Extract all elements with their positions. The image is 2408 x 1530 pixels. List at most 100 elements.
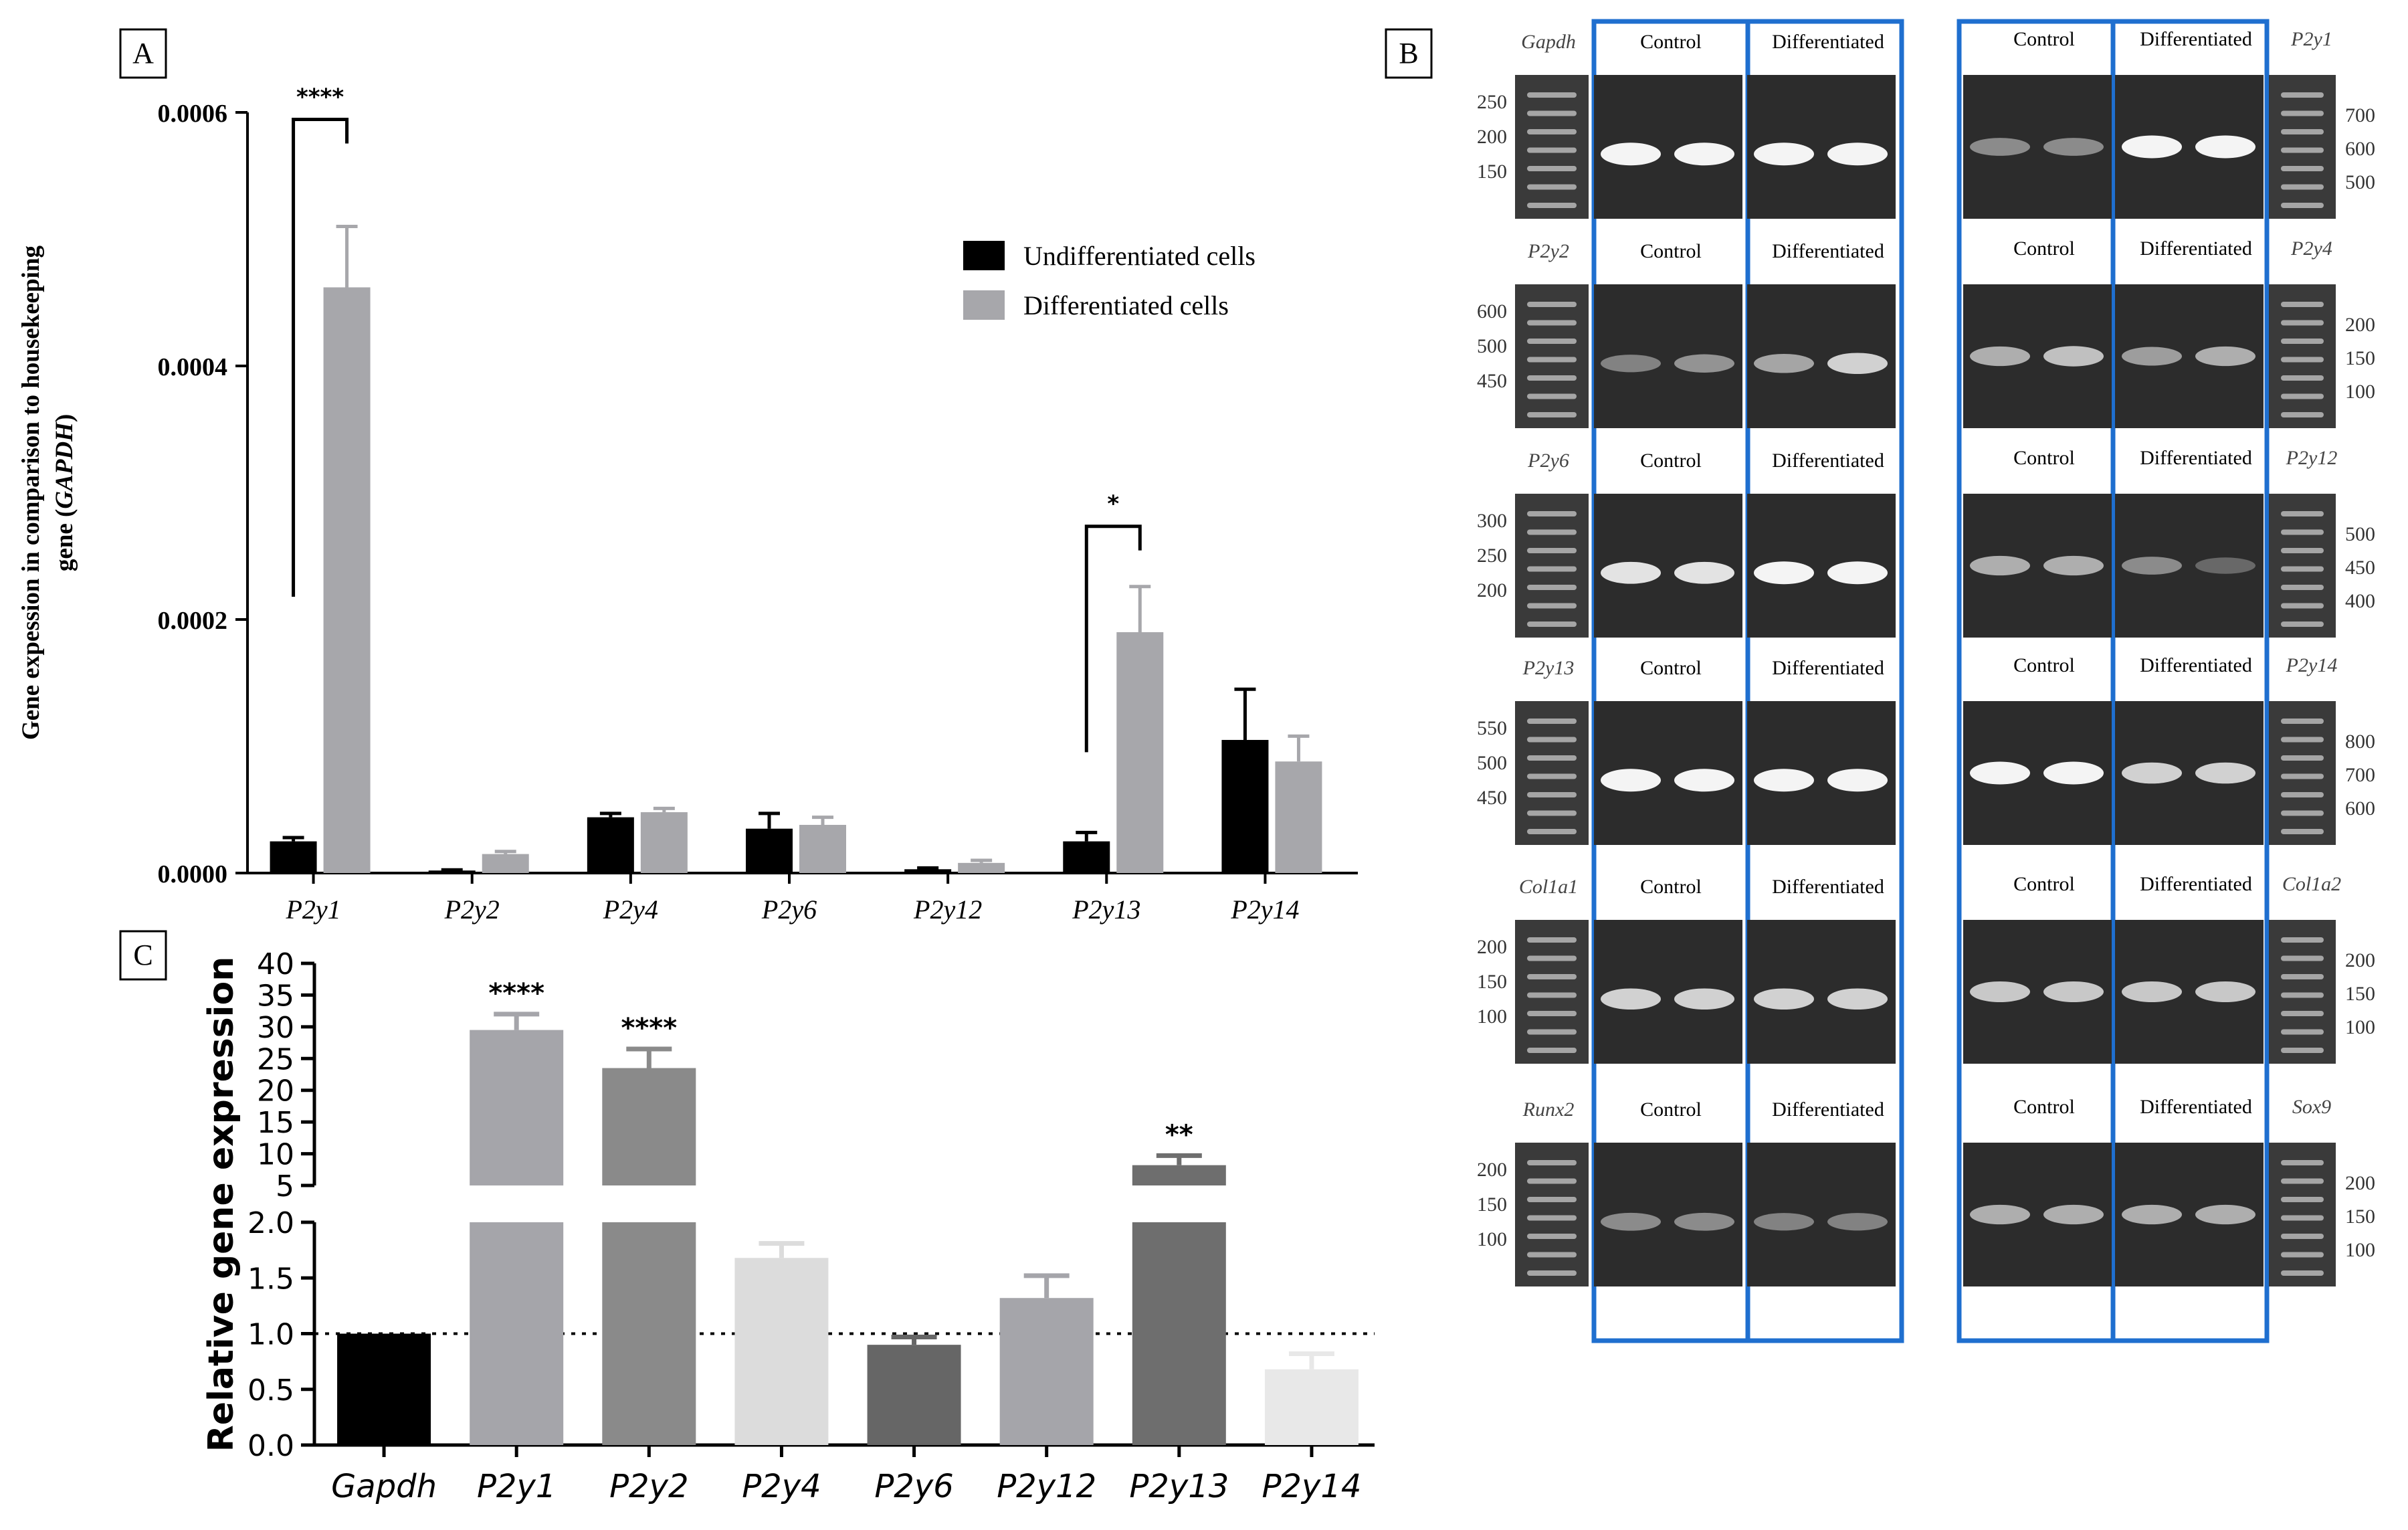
b-control-label: Control xyxy=(2013,654,2075,676)
a-y-tick-label: 0.0002 xyxy=(158,607,228,635)
gel-ladder-band xyxy=(2281,110,2324,116)
b-marker-label: 600 xyxy=(2345,138,2375,160)
b-marker-label: 200 xyxy=(2345,949,2375,971)
a-legend-label: Undifferentiated cells xyxy=(1023,241,1256,271)
b-marker-label: 100 xyxy=(1477,1228,1507,1250)
gel-band xyxy=(1970,1204,2030,1225)
a-bar-diff xyxy=(1275,761,1322,873)
c-significance-label: **** xyxy=(621,1013,677,1044)
gel-ladder-lane xyxy=(2269,75,2336,219)
b-gene-label: P2y12 xyxy=(2286,447,2338,469)
gel-band xyxy=(1970,761,2030,785)
gel-band xyxy=(1754,561,1814,585)
b-control-label: Control xyxy=(2013,28,2075,50)
c-y-tick-label: 1.5 xyxy=(247,1262,294,1296)
gel-ladder-lane xyxy=(2269,494,2336,638)
gel-ladder-band xyxy=(1527,755,1577,761)
b-gene-label: Runx2 xyxy=(1522,1098,1575,1121)
gel-ladder-band xyxy=(1527,1048,1577,1053)
b-marker-label: 500 xyxy=(2345,523,2375,545)
b-differentiated-label: Differentiated xyxy=(1772,240,1884,262)
c-y-tick-label: 30 xyxy=(257,1011,294,1045)
b-marker-label: 450 xyxy=(2345,557,2375,579)
gel-band xyxy=(1674,1212,1734,1231)
b-gene-label: P2y4 xyxy=(2290,237,2332,260)
gel-band xyxy=(1827,561,1888,585)
b-marker-label: 200 xyxy=(2345,1172,2375,1194)
a-significance-bracket xyxy=(292,118,349,597)
c-y-tick-label: 35 xyxy=(257,979,294,1013)
c-bar-lower-segment xyxy=(602,1222,696,1445)
gel-ladder-lane xyxy=(1515,1143,1589,1286)
gel-ladder-band xyxy=(1527,829,1577,834)
gel-ladder-band xyxy=(1527,937,1577,943)
c-y-tick-label: 25 xyxy=(257,1042,294,1076)
a-y-label-line1: Gene expession in comparison to housekee… xyxy=(17,245,45,740)
gel-ladder-band xyxy=(1527,1178,1577,1184)
b-marker-label: 500 xyxy=(1477,335,1507,357)
gel-ladder-band xyxy=(1527,1234,1577,1239)
panel-label-c-box xyxy=(119,930,167,981)
gel-band xyxy=(2195,762,2255,784)
gel-ladder-lane xyxy=(1515,920,1589,1064)
gel-band xyxy=(1827,353,1888,375)
b-differentiated-label: Differentiated xyxy=(2140,28,2252,50)
a-bar-undiff xyxy=(270,841,317,873)
panel-b-gels: B Gapdh Control Differentiated 250 200 150 P2y2… xyxy=(1385,19,2375,1343)
gel-ladder-band xyxy=(2281,566,2324,572)
gel-ladder-band xyxy=(2281,621,2324,627)
gel-ladder-band xyxy=(1527,320,1577,326)
gel-ladder-band xyxy=(1527,375,1577,381)
gel-ladder-band xyxy=(1527,548,1577,553)
gel-band xyxy=(1674,988,1734,1010)
gel-band xyxy=(2122,762,2182,784)
gel-ladder-band xyxy=(2281,339,2324,344)
b-marker-label: 450 xyxy=(1477,787,1507,809)
gel-ladder-band xyxy=(2281,393,2324,399)
c-y-tick-label: 0.0 xyxy=(247,1429,294,1463)
gel-ladder-band xyxy=(2281,1011,2324,1016)
gel-ladder-band xyxy=(2281,1270,2324,1276)
gel-ladder-band xyxy=(1527,566,1577,572)
gel-ladder-lane xyxy=(2269,701,2336,845)
c-bar-lower-segment xyxy=(470,1222,564,1445)
a-bar-diff xyxy=(958,862,1005,873)
gel-ladder-band xyxy=(1527,412,1577,417)
panel-label-b: B xyxy=(1399,37,1418,70)
gel-ladder-band xyxy=(1527,166,1577,171)
a-y-tick-label: 0.0006 xyxy=(158,100,228,128)
a-x-tick-label: P2y6 xyxy=(761,894,817,925)
gel-ladder-lane xyxy=(1515,701,1589,845)
b-marker-label: 200 xyxy=(1477,579,1507,601)
b-marker-label: 800 xyxy=(2345,731,2375,753)
gel-band xyxy=(1601,355,1661,373)
gel-band xyxy=(2122,1204,2182,1225)
gel-ladder-band xyxy=(2281,184,2324,190)
b-gel-left-row: Gapdh Control Differentiated 250 200 150 xyxy=(1477,31,1896,219)
gel-band xyxy=(1827,1213,1888,1231)
gel-ladder-band xyxy=(2281,974,2324,979)
b-marker-label: 150 xyxy=(2345,983,2375,1005)
c-bar-upper-segment xyxy=(1132,1165,1226,1185)
a-x-tick-label: P2y1 xyxy=(285,894,340,925)
gel-ladder-band xyxy=(1527,147,1577,153)
gel-band xyxy=(1754,1213,1814,1231)
gel-ladder-band xyxy=(1527,1252,1577,1258)
gel-band xyxy=(1674,354,1734,373)
b-control-label: Control xyxy=(1640,876,1702,898)
gel-ladder-band xyxy=(1527,1197,1577,1202)
b-marker-label: 250 xyxy=(1477,91,1507,113)
b-marker-label: 600 xyxy=(2345,797,2375,820)
c-y-tick-label: 20 xyxy=(257,1074,294,1109)
a-bar-diff xyxy=(323,287,371,873)
gel-ladder-band xyxy=(1527,585,1577,590)
gel-band xyxy=(1754,988,1814,1010)
gel-band xyxy=(1970,138,2030,156)
c-x-tick-label: P2y2 xyxy=(609,1468,688,1505)
gel-ladder-lane xyxy=(2269,284,2336,428)
a-bar-undiff xyxy=(1063,841,1110,873)
b-marker-label: 200 xyxy=(1477,126,1507,148)
c-bar-upper-segment xyxy=(470,1030,564,1185)
gel-ladder-band xyxy=(1527,737,1577,743)
